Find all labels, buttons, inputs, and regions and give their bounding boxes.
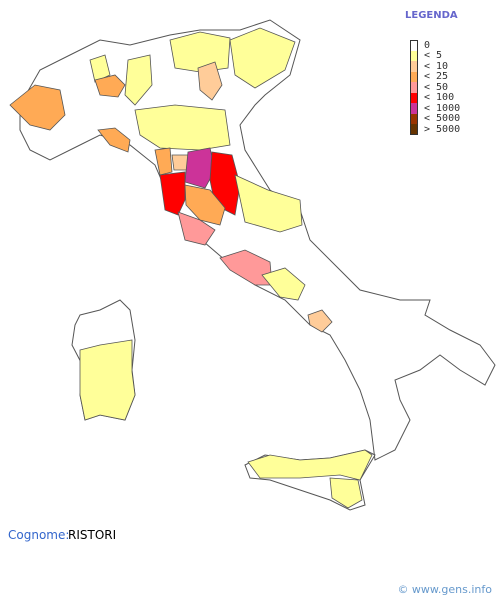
province <box>79 339 136 421</box>
province <box>234 174 303 233</box>
legend-swatch <box>410 50 418 61</box>
legend-entry: < 25 <box>410 71 460 83</box>
province <box>197 61 223 101</box>
province <box>94 74 126 98</box>
legend-entry: < 10 <box>410 61 460 72</box>
province <box>89 54 111 83</box>
legend-label: 0 <box>424 39 431 51</box>
legend-swatch <box>410 124 418 135</box>
province <box>169 31 231 73</box>
legend-label: < 100 <box>424 92 455 104</box>
legend-label: > 5000 <box>424 123 461 135</box>
province <box>97 127 131 153</box>
province <box>154 147 173 176</box>
province <box>229 27 296 89</box>
legend-label: < 5 <box>424 50 443 62</box>
province <box>171 154 189 171</box>
province <box>134 104 231 151</box>
surname-value: RISTORI <box>68 528 117 542</box>
province <box>124 54 153 106</box>
legend-title: LEGENDA <box>405 10 458 21</box>
province <box>329 477 363 509</box>
surname-label: Cognome: <box>8 528 70 542</box>
legend-swatch <box>410 103 418 114</box>
province <box>9 84 66 131</box>
legend-label: < 25 <box>424 71 449 83</box>
province <box>307 309 333 333</box>
legend-swatch <box>410 92 418 103</box>
legend-swatch <box>410 61 418 72</box>
legend-label: < 1000 <box>424 102 461 114</box>
province <box>159 171 186 216</box>
legend-label: < 50 <box>424 81 449 93</box>
province <box>247 449 373 481</box>
legend-swatch <box>410 40 418 51</box>
legend-entry: < 50 <box>410 82 460 93</box>
legend-entry: 0 <box>410 40 460 51</box>
footer: © www.gens.info <box>397 583 492 596</box>
province <box>184 184 226 226</box>
legend: 0 < 5 < 10 < 25 < 50 < 100 < 1000 < 5000 > 5000 <box>410 40 460 135</box>
legend-swatch <box>410 82 418 93</box>
legend-swatch <box>410 113 418 124</box>
legend-entry: < 5000 <box>410 113 461 125</box>
legend-entry: < 5 <box>410 50 460 62</box>
legend-entry: > 5000 <box>410 124 460 135</box>
province <box>177 211 216 246</box>
legend-label: < 5000 <box>424 113 461 125</box>
legend-label: < 10 <box>424 60 449 72</box>
legend-entry: < 1000 <box>410 103 460 114</box>
legend-entry: < 100 <box>410 92 460 104</box>
province <box>261 267 306 301</box>
legend-swatch <box>410 71 418 82</box>
